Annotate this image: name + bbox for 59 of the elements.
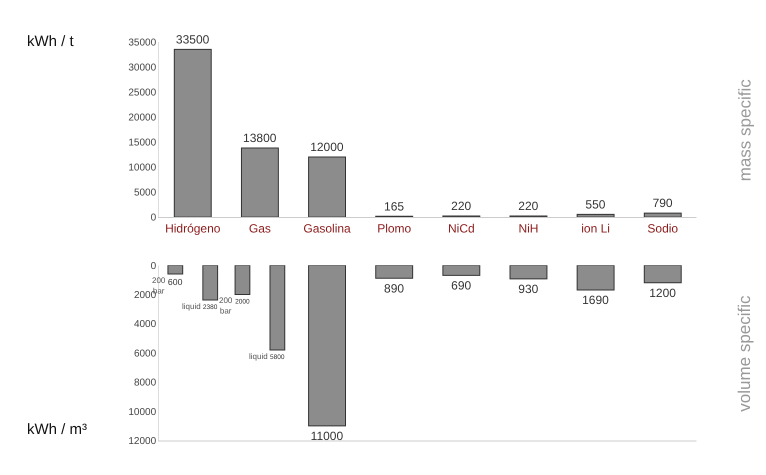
y-tick-label: 20000 <box>128 112 157 124</box>
data-label: 690 <box>451 278 472 292</box>
bar <box>576 214 615 218</box>
data-label: 790 <box>652 196 673 210</box>
bar <box>375 265 414 279</box>
data-label: 220 <box>451 199 472 213</box>
bar <box>510 265 548 280</box>
bar <box>576 265 615 290</box>
data-label: 13800 <box>243 131 277 146</box>
series-label: 200 bar <box>219 296 233 316</box>
y-tick-label: 10000 <box>128 162 157 174</box>
bar <box>234 265 250 295</box>
bar <box>308 156 346 218</box>
bar <box>442 265 480 276</box>
bar <box>269 265 286 350</box>
data-label: 11000 <box>310 428 344 443</box>
y-axis-title: kWh / m³ <box>27 421 87 438</box>
data-label: 12000 <box>310 140 344 154</box>
y-axis-title: kWh / t <box>27 33 74 50</box>
x-tick-label: Gas <box>248 222 271 236</box>
y-tick-label: 25000 <box>128 87 157 98</box>
text: liquid <box>249 352 268 361</box>
y-tick-label: 0 <box>150 212 157 224</box>
y-tick-label: 10000 <box>128 406 157 418</box>
x-tick-label: Plomo <box>377 222 412 236</box>
data-label: 550 <box>585 197 606 212</box>
y-tick-label: 30000 <box>128 62 157 74</box>
series-label: liquid <box>182 302 201 311</box>
bar <box>644 265 682 284</box>
bar <box>644 212 682 218</box>
data-label: 1690 <box>582 292 610 307</box>
text: mass specific <box>735 78 754 182</box>
data-label: 1200 <box>649 286 676 300</box>
data-label: 165 <box>384 199 404 214</box>
y-tick-label: 15000 <box>128 138 157 149</box>
y-tick-label: 8000 <box>134 378 157 389</box>
data-label: 600 <box>168 277 183 288</box>
data-label: 220 <box>518 199 539 213</box>
data-label: 930 <box>518 282 539 296</box>
y-tick-label: 12000 <box>128 436 157 447</box>
y-tick-label: 4000 <box>134 319 157 330</box>
bar <box>240 148 279 218</box>
y-tick-label: 0 <box>150 260 157 272</box>
x-tick-label: NiH <box>518 222 538 236</box>
y-tick-label: 6000 <box>134 348 157 360</box>
data-label: 890 <box>384 281 404 296</box>
bar <box>167 265 184 275</box>
y-tick-label: 35000 <box>128 37 157 48</box>
y-tick-label: 5000 <box>134 188 157 199</box>
bar <box>308 265 346 426</box>
x-tick-label: Gasolina <box>303 222 352 236</box>
x-tick-label: Sodio <box>647 222 678 236</box>
x-tick-label: ion Li <box>581 222 610 236</box>
data-label: 33500 <box>176 32 210 46</box>
text: volume specific <box>734 294 754 412</box>
x-tick-label: NiCd <box>448 222 475 236</box>
bar <box>202 265 218 301</box>
bar <box>174 48 212 218</box>
x-tick-label: Hidrógeno <box>165 222 221 236</box>
